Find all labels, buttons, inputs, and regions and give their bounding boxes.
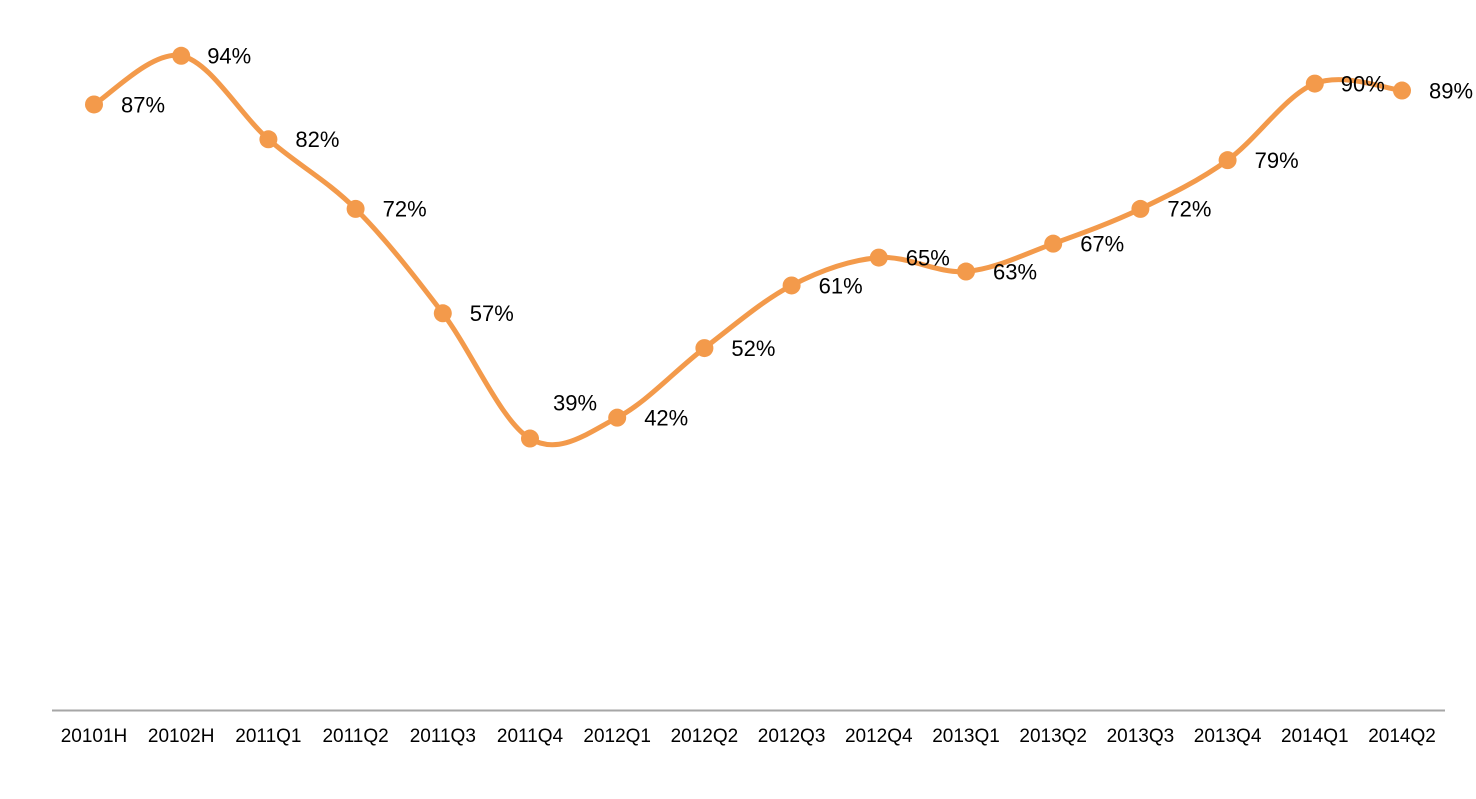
data-label: 72% bbox=[383, 197, 427, 222]
x-tick-label: 2011Q4 bbox=[497, 726, 564, 747]
data-label: 87% bbox=[121, 92, 165, 117]
x-tick-label: 20102H bbox=[148, 726, 215, 747]
marker bbox=[695, 339, 714, 358]
marker bbox=[957, 262, 975, 281]
x-tick-label: 2011Q2 bbox=[322, 726, 388, 747]
data-label: 72% bbox=[1167, 197, 1211, 222]
data-label: 82% bbox=[295, 127, 339, 152]
marker bbox=[1044, 234, 1063, 253]
data-label: 63% bbox=[993, 259, 1037, 284]
x-tick-label: 20101H bbox=[61, 726, 128, 747]
x-tick-label: 2012Q2 bbox=[671, 726, 739, 747]
x-tick-label: 2012Q4 bbox=[845, 726, 913, 747]
x-tick-label: 2013Q4 bbox=[1194, 726, 1262, 747]
data-label: 90% bbox=[1341, 71, 1385, 96]
marker bbox=[259, 130, 278, 149]
data-label: 89% bbox=[1429, 78, 1473, 103]
x-tick-label: 2014Q1 bbox=[1281, 726, 1349, 747]
x-tick-label: 2011Q3 bbox=[410, 726, 476, 747]
marker bbox=[608, 408, 627, 427]
marker bbox=[85, 95, 103, 114]
x-tick-label: 2011Q1 bbox=[235, 726, 301, 747]
marker bbox=[869, 248, 888, 267]
marker bbox=[172, 46, 191, 65]
line bbox=[91, 52, 1405, 448]
x-tick-label: 2012Q3 bbox=[758, 726, 826, 747]
x-tick-label: 2012Q1 bbox=[583, 726, 651, 747]
marker bbox=[521, 429, 539, 448]
data-label: 52% bbox=[731, 336, 775, 361]
marker bbox=[1393, 81, 1411, 100]
data-label: 94% bbox=[207, 44, 251, 69]
data-label: 39% bbox=[553, 390, 597, 415]
x-tick-label: 2013Q3 bbox=[1107, 726, 1175, 747]
marker bbox=[1305, 74, 1324, 93]
data-label: 57% bbox=[470, 301, 514, 326]
marker bbox=[1131, 199, 1150, 218]
x-tick-label: 2013Q2 bbox=[1019, 726, 1087, 747]
data-label: 61% bbox=[819, 273, 863, 298]
x-tick-label: 2014Q2 bbox=[1368, 726, 1436, 747]
marker bbox=[433, 304, 452, 323]
data-label: 67% bbox=[1080, 231, 1124, 256]
marker bbox=[782, 276, 801, 295]
data-label: 79% bbox=[1255, 148, 1299, 173]
marker bbox=[346, 199, 365, 218]
data-label: 42% bbox=[644, 405, 688, 430]
x-tick-label: 2013Q1 bbox=[932, 726, 1000, 747]
marker bbox=[1218, 151, 1237, 170]
data-label: 65% bbox=[906, 245, 950, 270]
